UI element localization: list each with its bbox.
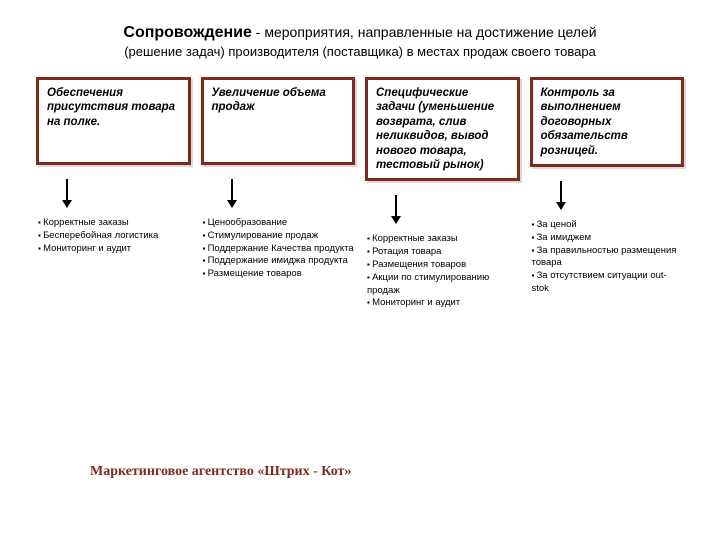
box-2: Увеличение объема продаж	[201, 77, 356, 165]
arrow-down-icon	[231, 179, 233, 207]
footer-text: Маркетинговое агентство «Штрих - Кот»	[90, 464, 351, 480]
title-line: Сопровождение - мероприятия, направленны…	[36, 24, 684, 42]
title-bold: Сопровождение	[123, 24, 252, 41]
bullet-item: Поддержание имиджа продукта	[203, 255, 356, 268]
arrow-down-icon	[560, 181, 562, 209]
bullet-item: Размещение товаров	[203, 268, 356, 281]
title-rest: - мероприятия, направленные на достижени…	[252, 24, 597, 40]
bullet-item: Мониторинг и аудит	[38, 243, 191, 256]
bullet-item: Ротация товара	[367, 246, 520, 259]
bullets-1: Корректные заказы Бесперебойная логистик…	[36, 217, 191, 255]
bullet-item: Ценообразование	[203, 217, 356, 230]
box-4: Контроль за выполнением договорных обяза…	[530, 77, 685, 167]
bullet-item: Мониторинг и аудит	[367, 297, 520, 310]
bullet-item: Поддержание Качества продукта	[203, 243, 356, 256]
bullet-item: За отсутствием ситуации out-stok	[532, 270, 685, 296]
bullet-item: Корректные заказы	[38, 217, 191, 230]
bullet-item: За имиджем	[532, 232, 685, 245]
bullet-item: Стимулирование продаж	[203, 230, 356, 243]
box-3: Специфические задачи (уменьшение возврат…	[365, 77, 520, 181]
bullets-4: За ценой За имиджем За правильностью раз…	[530, 219, 685, 296]
arrow-down-icon	[395, 195, 397, 223]
arrow-down-icon	[66, 179, 68, 207]
bullet-item: Бесперебойная логистика	[38, 230, 191, 243]
columns-container: Обеспечения присутствия товара на полке.…	[36, 77, 684, 310]
column-4: Контроль за выполнением договорных обяза…	[530, 77, 685, 296]
header: Сопровождение - мероприятия, направленны…	[36, 24, 684, 59]
bullets-3: Корректные заказы Ротация товара Размеще…	[365, 233, 520, 310]
bullet-item: Корректные заказы	[367, 233, 520, 246]
box-1-text: Обеспечения присутствия товара на полке.	[47, 86, 180, 129]
column-1: Обеспечения присутствия товара на полке.…	[36, 77, 191, 255]
column-2: Увеличение объема продаж Ценообразование…	[201, 77, 356, 281]
bullet-item: За ценой	[532, 219, 685, 232]
box-3-text: Специфические задачи (уменьшение возврат…	[376, 86, 509, 172]
box-1: Обеспечения присутствия товара на полке.	[36, 77, 191, 165]
box-2-text: Увеличение объема продаж	[212, 86, 345, 115]
column-3: Специфические задачи (уменьшение возврат…	[365, 77, 520, 310]
bullet-item: Размещения товаров	[367, 259, 520, 272]
bullet-item: Акции по стимулированию продаж	[367, 272, 520, 298]
bullets-2: Ценообразование Стимулирование продаж По…	[201, 217, 356, 281]
box-4-text: Контроль за выполнением договорных обяза…	[541, 86, 674, 158]
subtitle: (решение задач) производителя (поставщик…	[36, 44, 684, 59]
bullet-item: За правильностью размещения товара	[532, 245, 685, 271]
